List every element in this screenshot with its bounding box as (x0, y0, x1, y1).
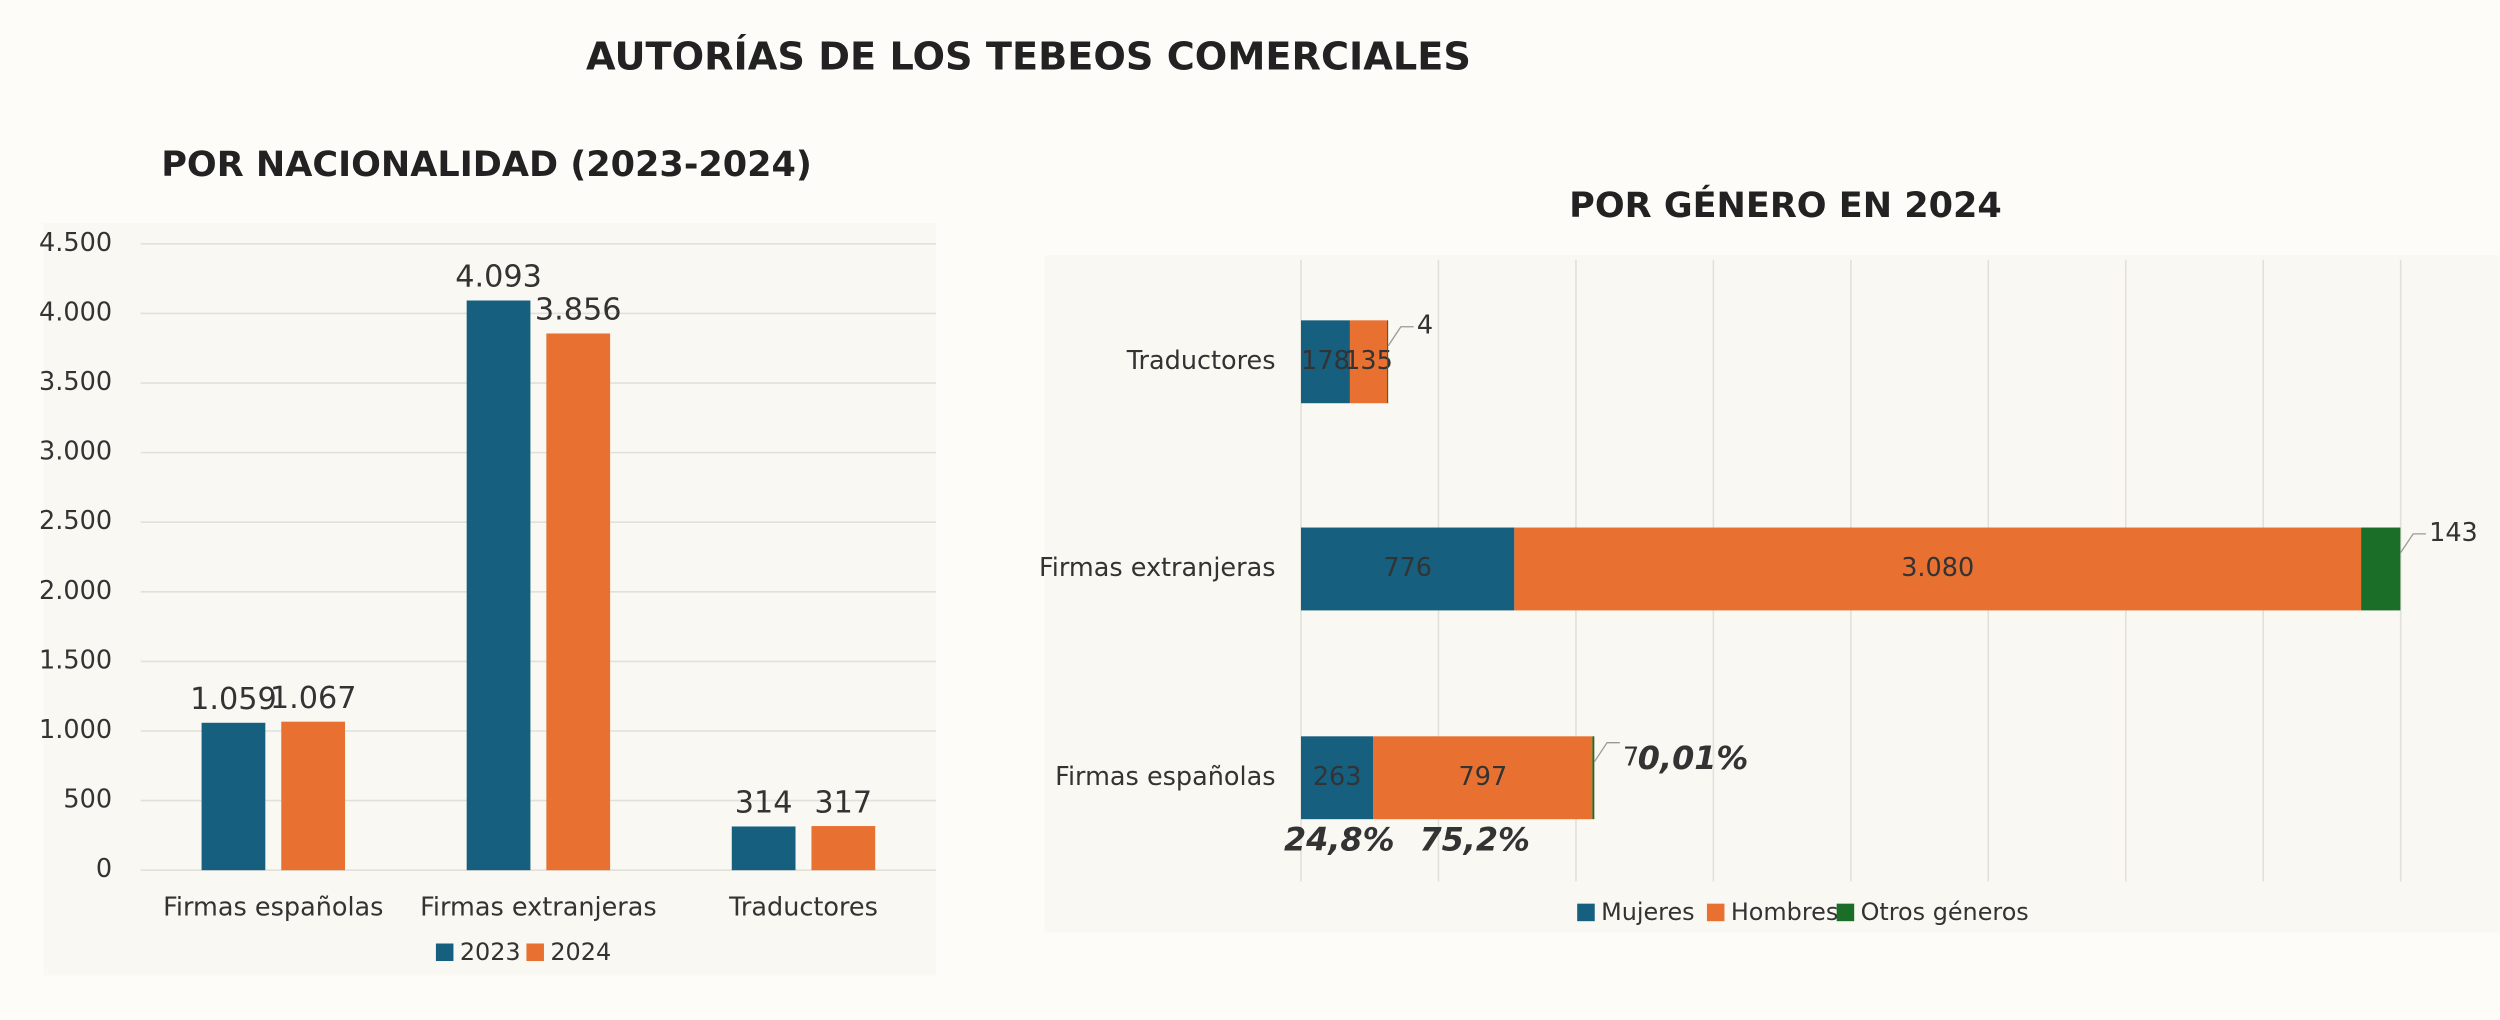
bar-segment (1373, 736, 1593, 820)
y-tick-label: 0 (96, 854, 112, 884)
bar (731, 826, 796, 871)
value-label: 314 (735, 786, 793, 821)
y-tick-label: Traductores (1126, 346, 1276, 376)
x-tick-label: Firmas españolas (163, 892, 383, 922)
bar-segment (1349, 320, 1388, 404)
value-label: 7 (1623, 743, 1639, 773)
annotation: 24,8% (1284, 821, 1395, 859)
y-tick-label: 1.000 (39, 715, 112, 745)
bar-segment (1514, 527, 2362, 611)
y-tick-label: Firmas extranjeras (1039, 553, 1276, 583)
x-tick-label: Traductores (728, 892, 878, 922)
y-tick-label: Firmas españolas (1055, 762, 1275, 792)
chart-title: POR GÉNERO EN 2024 (1569, 184, 2002, 226)
bar-segment (2361, 527, 2401, 611)
legend-label: Otros géneros (1861, 898, 2029, 926)
bar-segment (1592, 736, 1595, 820)
legend-swatch (435, 943, 454, 962)
y-tick-label: 4.000 (39, 297, 112, 327)
legend-swatch (526, 943, 544, 962)
bar (546, 333, 611, 871)
value-label: 135 (1344, 346, 1393, 376)
value-label: 3.080 (1901, 553, 1974, 583)
value-label: 143 (2429, 518, 2478, 548)
y-tick-label: 2.500 (39, 506, 112, 536)
bar-segment (1301, 527, 1515, 611)
legend-label: 2023 (460, 938, 521, 966)
bar-segment (1301, 736, 1374, 820)
value-label: 1.067 (270, 681, 357, 716)
y-tick-label: 4.500 (39, 228, 112, 258)
value-label: 4 (1417, 311, 1433, 341)
y-tick-label: 3.500 (39, 367, 112, 397)
legend-label: 2024 (550, 938, 611, 966)
value-label: 4.093 (455, 260, 542, 295)
bar (811, 826, 876, 871)
page-title: AUTORÍAS DE LOS TEBEOS COMERCIALES (586, 32, 1471, 79)
value-label: 1.059 (190, 682, 277, 717)
bar (466, 300, 531, 871)
y-tick-label: 500 (63, 785, 112, 815)
legend-label: Mujeres (1601, 898, 1695, 926)
legend-swatch (1706, 903, 1725, 922)
value-label: 797 (1459, 762, 1508, 792)
annotation: 75,2% (1419, 821, 1530, 859)
bar-segment (1387, 320, 1389, 404)
y-tick-label: 3.000 (39, 437, 112, 467)
bar (201, 722, 266, 871)
x-tick-label: Firmas extranjeras (420, 892, 657, 922)
value-label: 776 (1383, 553, 1432, 583)
bar-segment (1301, 320, 1350, 404)
annotation: 0,01% (1638, 739, 1749, 777)
y-tick-label: 2.000 (39, 576, 112, 606)
y-tick-label: 1.500 (39, 645, 112, 675)
value-label: 263 (1313, 762, 1362, 792)
value-label: 3.856 (535, 293, 622, 328)
value-label: 178 (1301, 346, 1350, 376)
legend-label: Hombres (1731, 898, 1838, 926)
leader-line (1593, 742, 1620, 763)
chart-title: POR NACIONALIDAD (2023-2024) (161, 144, 812, 185)
value-label: 317 (814, 785, 872, 820)
leader-line (2399, 533, 2426, 554)
legend-swatch (1577, 903, 1595, 922)
leader-line (1387, 326, 1414, 347)
legend-swatch (1836, 903, 1855, 922)
bar (281, 721, 346, 871)
